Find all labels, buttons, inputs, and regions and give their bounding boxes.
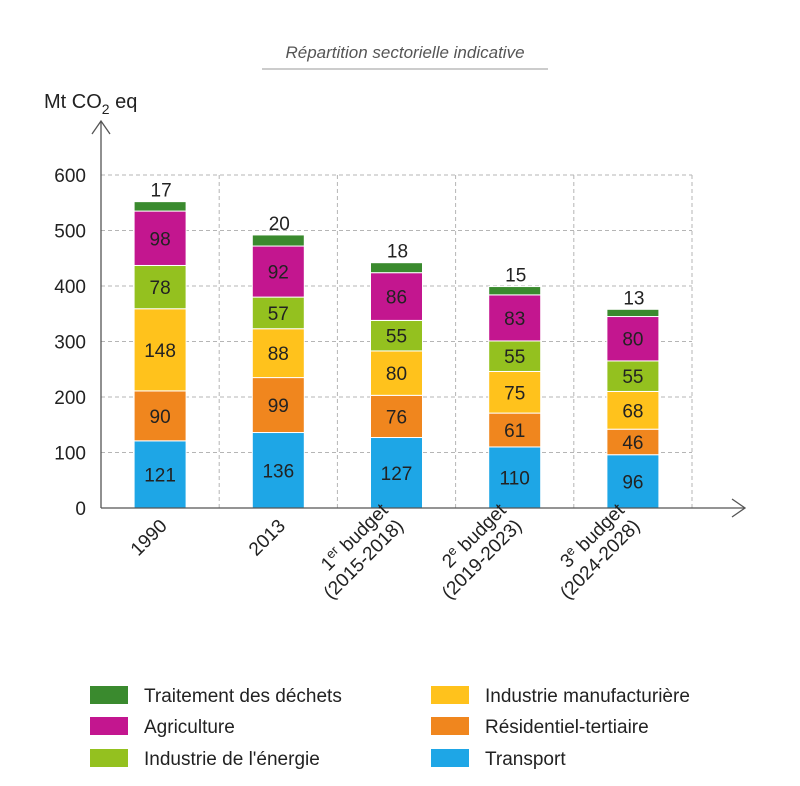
data-label: 127 — [381, 464, 413, 485]
data-label: 75 — [504, 383, 525, 404]
data-label-top: 18 — [387, 242, 408, 263]
bar-segment-agriculture — [606, 316, 660, 362]
data-label: 80 — [622, 330, 643, 351]
data-label: 110 — [500, 468, 530, 489]
data-label: 121 — [144, 465, 176, 486]
legend-swatch-transport — [431, 749, 469, 767]
data-label-top: 13 — [623, 288, 644, 309]
bar-segment-transport — [251, 432, 305, 509]
data-label: 83 — [504, 309, 525, 330]
legend-label-industrie-manufacturiere: Industrie manufacturière — [485, 686, 690, 707]
legend-swatch-industrie-de-l-energie — [90, 749, 128, 767]
y-axis-label: Mt CO2 eq — [44, 91, 137, 117]
bars — [133, 201, 660, 509]
data-label: 57 — [268, 304, 289, 325]
chart-subtitle: Répartition sectorielle indicative — [285, 43, 524, 62]
legend-label-traitement-des-dechets: Traitement des déchets — [144, 686, 342, 707]
bar-segment-industrie-manufacturiere — [251, 328, 305, 379]
data-label-top: 17 — [151, 181, 172, 202]
x-tick-label: 2e budget(2019-2023) — [438, 500, 526, 604]
data-label: 55 — [504, 347, 525, 368]
x-tick-label: 1er budget(2015-2018) — [317, 500, 408, 604]
bar-segment-industrie-de-l-energie — [606, 360, 660, 392]
x-tick-label: 1990 — [127, 516, 172, 561]
bar-segment-residentiel-tertiaire — [370, 394, 423, 439]
data-label-top: 15 — [505, 266, 526, 287]
data-label: 46 — [622, 433, 643, 454]
bar-segment-traitement-des-dechets — [488, 286, 542, 296]
data-label: 68 — [622, 401, 643, 422]
x-tick-label: 3e budget(2024-2028) — [556, 500, 644, 604]
legend-swatch-traitement-des-dechets — [90, 686, 128, 704]
axes: 0 100 200 300 400 500 600 Mt CO2 eq — [44, 91, 747, 520]
bar-segment-industrie-manufacturiere — [370, 350, 423, 396]
bar-segment-industrie-de-l-energie — [488, 340, 542, 372]
legend-swatch-industrie-manufacturiere — [431, 686, 469, 704]
data-label: 98 — [150, 229, 171, 250]
data-label: 92 — [268, 263, 289, 284]
bar-segment-industrie-manufacturiere — [133, 308, 187, 392]
bar-segment-industrie-de-l-energie — [370, 319, 423, 352]
y-tick-label: 600 — [54, 166, 86, 187]
data-label: 76 — [386, 407, 407, 428]
legend-label-agriculture: Agriculture — [144, 717, 235, 738]
x-tick-label-line: 1990 — [127, 516, 172, 561]
y-tick-label: 300 — [54, 333, 86, 354]
y-tick-label: 100 — [54, 444, 86, 465]
data-label: 86 — [386, 288, 407, 309]
bar-segment-traitement-des-dechets — [606, 308, 660, 318]
bar-segment-traitement-des-dechets — [370, 262, 423, 274]
legend-label-industrie-de-l-energie: Industrie de l'énergie — [144, 749, 320, 770]
bar-segment-agriculture — [370, 272, 423, 321]
data-label: 88 — [268, 344, 289, 365]
y-tick-label: 500 — [54, 222, 86, 243]
bar-segment-agriculture — [251, 245, 305, 298]
bar-segment-residentiel-tertiaire — [251, 377, 305, 434]
bar-segment-traitement-des-dechets — [251, 234, 305, 247]
y-axis-arrow — [91, 119, 111, 135]
bar-segment-transport — [370, 437, 423, 509]
y-tick-label: 200 — [54, 388, 86, 409]
data-label: 78 — [150, 278, 171, 299]
data-label: 55 — [622, 367, 643, 388]
data-label: 61 — [504, 421, 525, 442]
bar-segment-residentiel-tertiaire — [488, 412, 542, 448]
x-axis-arrow — [731, 498, 747, 518]
legend-label-transport: Transport — [485, 749, 566, 770]
bar-segment-industrie-de-l-energie — [133, 264, 187, 310]
data-label: 80 — [386, 364, 407, 385]
legend-swatch-residentiel-tertiaire — [431, 717, 469, 735]
data-label: 55 — [386, 327, 407, 348]
data-label: 99 — [268, 396, 289, 417]
x-tick-label-line: 2013 — [245, 516, 290, 561]
bar-segment-agriculture — [133, 210, 187, 266]
bar-segment-industrie-de-l-energie — [251, 296, 305, 330]
bar-segment-residentiel-tertiaire — [133, 390, 187, 442]
legend-swatch-agriculture — [90, 717, 128, 735]
y-tick-label: 400 — [54, 277, 86, 298]
legend-label-residentiel-tertiaire: Résidentiel-tertiaire — [485, 717, 649, 738]
y-tick-label: 0 — [75, 499, 86, 520]
bar-segment-transport — [488, 446, 542, 509]
data-label: 96 — [622, 472, 643, 493]
x-tick-label: 2013 — [245, 516, 290, 561]
bar-segment-traitement-des-dechets — [133, 201, 187, 212]
legend: Traitement des déchets Industrie manufact… — [90, 686, 690, 770]
data-label-top: 20 — [269, 214, 290, 235]
data-label: 90 — [150, 407, 171, 428]
bar-segment-industrie-manufacturiere — [488, 370, 542, 414]
data-label: 136 — [262, 461, 294, 482]
data-label: 148 — [144, 341, 176, 362]
bar-segment-industrie-manufacturiere — [606, 390, 660, 430]
